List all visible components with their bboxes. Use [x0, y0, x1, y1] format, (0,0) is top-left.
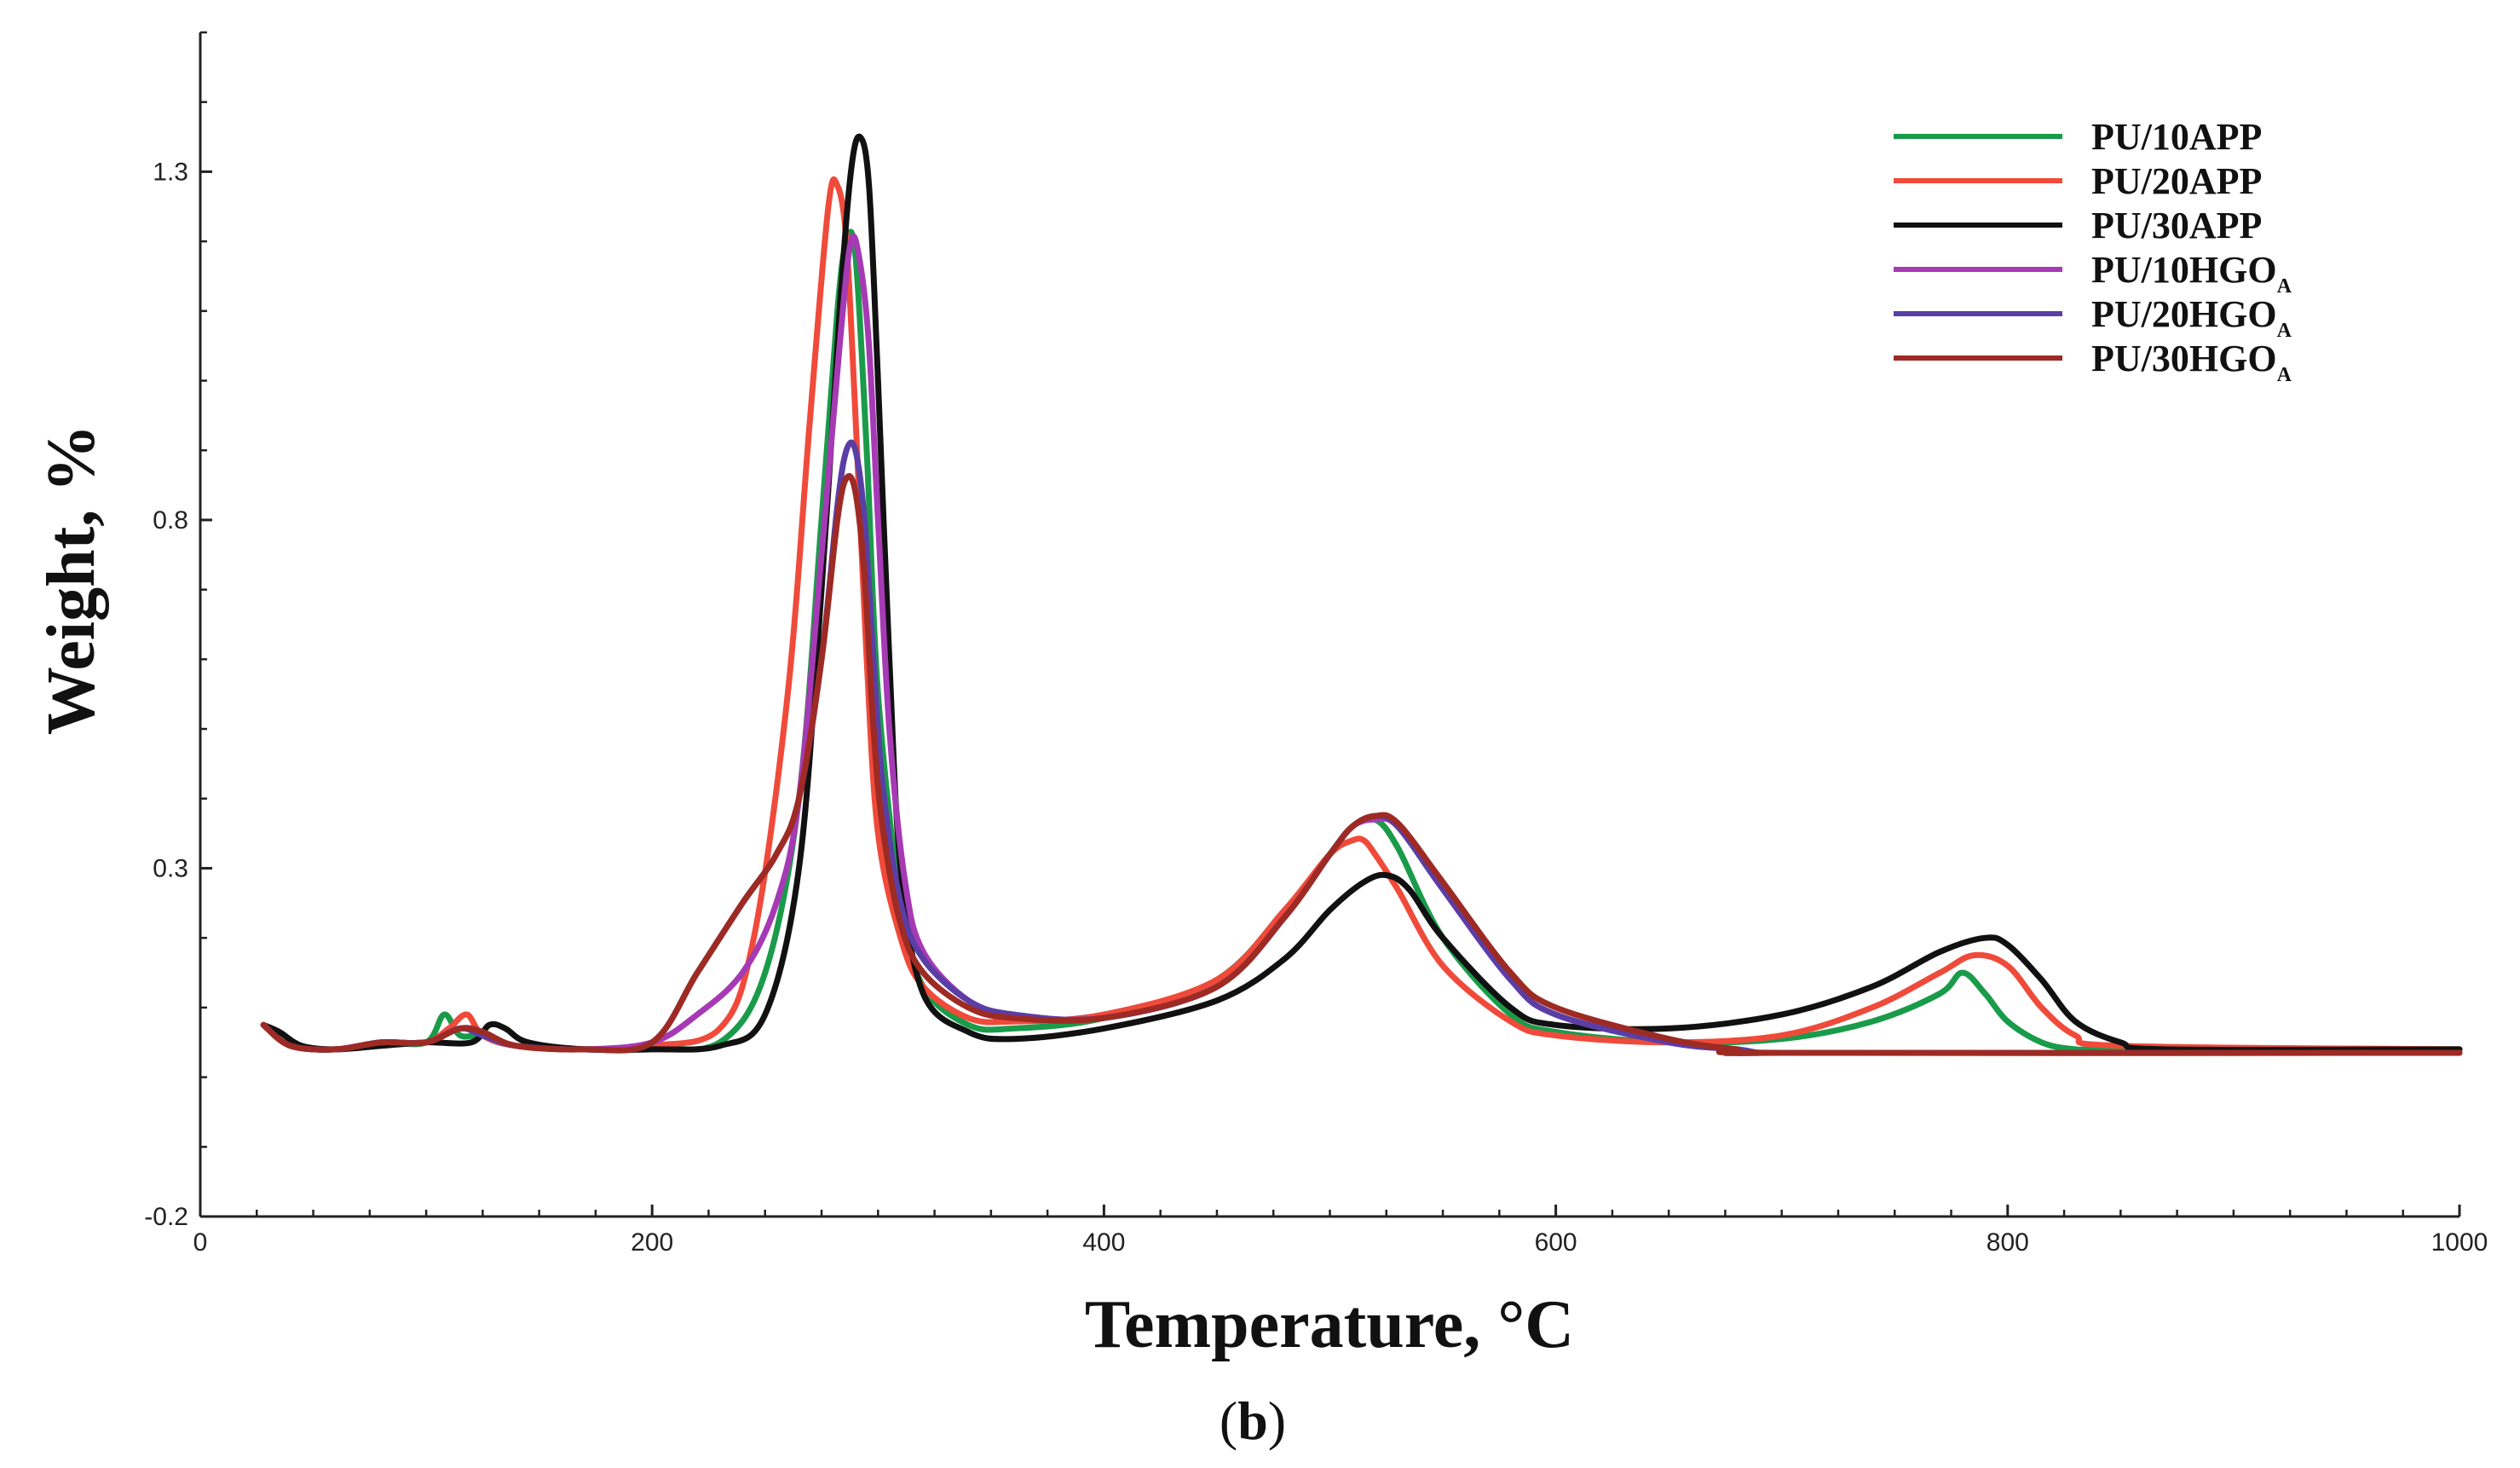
legend-label-main: PU/20APP [2091, 160, 2262, 202]
legend-label: PU/10APP [2091, 116, 2262, 158]
legend-label: PU/10HGOA [2091, 249, 2292, 298]
y-tick-label: 0.3 [153, 854, 188, 882]
series-line-pu-30hgoa [260, 472, 2463, 1056]
tick-labels: 0 200 400 600 800 1000 -0.2 0.3 0.8 1.3 [144, 158, 2488, 1257]
legend-label-main: PU/30HGO [2091, 338, 2277, 379]
y-tick-label: -0.2 [144, 1203, 188, 1231]
tick-marks [199, 31, 2461, 1218]
x-tick-label: 800 [1987, 1228, 2029, 1257]
legend-label-main: PU/30APP [2091, 205, 2262, 246]
x-tick-label: 1000 [2431, 1228, 2488, 1257]
x-axis-title: Temperature, °C [1085, 1287, 1574, 1362]
legend: PU/10APPPU/20APPPU/30APPPU/10HGOAPU/20HG… [1894, 116, 2292, 386]
series-lines [260, 133, 2463, 1056]
legend-label-main: PU/10APP [2091, 116, 2262, 158]
caption-letter: b [1237, 1390, 1268, 1451]
caption-open-paren: ( [1220, 1390, 1237, 1451]
legend-label-subscript: A [2277, 364, 2292, 386]
caption-close-paren: ) [1268, 1390, 1286, 1451]
legend-label: PU/20HGOA [2091, 293, 2292, 342]
legend-label: PU/30HGOA [2091, 338, 2292, 386]
y-axis-title: Weight, % [34, 425, 109, 735]
x-tick-label: 0 [193, 1228, 208, 1257]
legend-label: PU/30APP [2091, 205, 2262, 246]
series-line-pu-20hgoa [260, 439, 2463, 1056]
figure-caption: (b) [1220, 1390, 1286, 1451]
legend-label-subscript: A [2277, 320, 2292, 342]
legend-label-subscript: A [2277, 275, 2292, 298]
x-tick-label: 200 [631, 1228, 673, 1257]
y-tick-label: 0.8 [153, 506, 188, 535]
legend-label-main: PU/20HGO [2091, 293, 2277, 335]
x-tick-label: 400 [1082, 1228, 1125, 1257]
x-tick-label: 600 [1535, 1228, 1577, 1257]
legend-label-main: PU/10HGO [2091, 249, 2277, 291]
y-tick-label: 1.3 [153, 158, 188, 186]
legend-label: PU/20APP [2091, 160, 2262, 202]
